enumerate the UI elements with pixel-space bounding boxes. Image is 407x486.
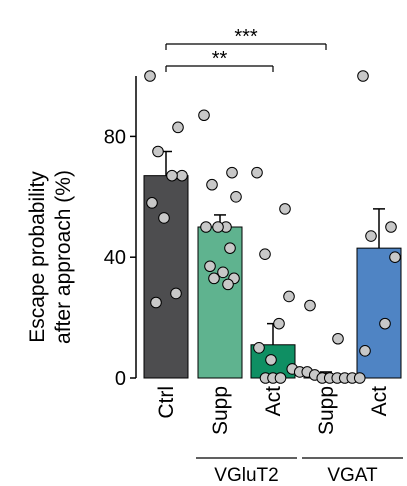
data-point xyxy=(385,221,397,233)
data-point xyxy=(158,212,170,224)
data-point xyxy=(146,197,158,209)
data-point xyxy=(230,191,242,203)
data-point xyxy=(204,260,216,273)
data-point xyxy=(283,290,295,303)
y-tick-label: 40 xyxy=(104,247,126,269)
data-point xyxy=(206,178,218,191)
category-label: Act xyxy=(262,386,285,417)
category-label: Act xyxy=(368,386,391,417)
data-point xyxy=(176,169,188,182)
category-label: Supp xyxy=(315,386,338,435)
data-point xyxy=(212,221,224,233)
data-point xyxy=(224,242,236,254)
data-point xyxy=(265,354,277,366)
category-label: Ctrl xyxy=(155,386,178,419)
bars xyxy=(143,150,402,379)
data-point xyxy=(274,372,287,384)
data-point xyxy=(304,299,316,312)
data-point xyxy=(379,317,391,330)
data-point xyxy=(365,230,377,242)
data-point xyxy=(208,272,220,285)
significance-brackets: ***** xyxy=(165,26,327,72)
data-point xyxy=(273,317,285,330)
data-point xyxy=(279,203,291,215)
data-point xyxy=(332,332,344,345)
data-point xyxy=(222,278,234,291)
data-point xyxy=(226,166,238,179)
data-point xyxy=(200,221,212,233)
group-labels: VGluT2 VGAT xyxy=(196,457,403,486)
y-axis-title-line-1: Escape probability xyxy=(26,171,49,343)
group-label: VGluT2 xyxy=(214,465,278,486)
data-point xyxy=(152,145,164,158)
group-label: VGAT xyxy=(327,465,378,486)
category-labels: Ctrl Supp Act Supp Act xyxy=(155,386,391,435)
y-tick-label: 80 xyxy=(104,126,126,148)
data-point xyxy=(259,248,271,260)
y-axis: 0 40 80 xyxy=(104,76,137,390)
y-tick-label: 0 xyxy=(115,368,126,390)
data-point xyxy=(150,296,162,309)
bar xyxy=(197,226,243,379)
data-point xyxy=(166,169,178,182)
data-point xyxy=(144,70,156,82)
y-axis-title-line-2: after approach (%) xyxy=(52,170,75,344)
data-point xyxy=(251,166,263,179)
bar xyxy=(356,247,402,379)
data-point xyxy=(353,372,366,384)
data-point xyxy=(359,345,371,357)
data-point xyxy=(217,266,229,279)
significance-label: *** xyxy=(234,26,258,48)
data-point xyxy=(172,121,184,134)
data-point xyxy=(389,251,401,264)
data-points xyxy=(144,70,401,384)
significance-label: ** xyxy=(212,48,228,70)
y-axis-title: Escape probability after approach (%) xyxy=(26,170,75,344)
data-point xyxy=(198,109,210,122)
category-label: Supp xyxy=(209,386,232,435)
bar xyxy=(143,175,189,379)
data-point xyxy=(170,287,182,300)
data-point xyxy=(253,342,265,354)
data-point xyxy=(357,70,369,82)
